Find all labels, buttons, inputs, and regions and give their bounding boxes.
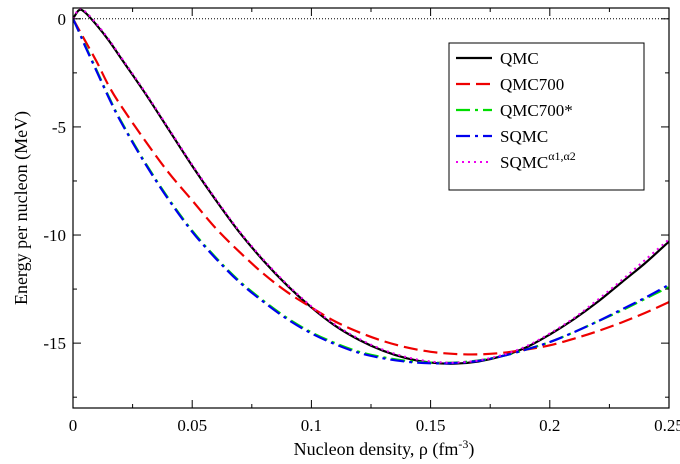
- x-axis-title: Nucleon density, ρ (fm-3): [294, 437, 475, 460]
- x-tick-label: 0.2: [539, 416, 560, 435]
- series-line-1: [73, 8, 669, 365]
- legend-items: QMC QMC700 QMC700* SQMC SQMCα1,α2: [456, 49, 576, 172]
- legend-label-5: SQMCα1,α2: [500, 149, 576, 172]
- series-line-2: [73, 18, 669, 356]
- y-tick-label: 0: [58, 10, 67, 29]
- series-line-4: [73, 18, 669, 365]
- y-tick-label: -15: [43, 334, 66, 353]
- y-tick-label: -10: [43, 226, 66, 245]
- legend-label-1: QMC: [500, 49, 539, 68]
- legend-label-4: SQMC: [500, 127, 548, 146]
- series-layer: [73, 8, 669, 365]
- tick-layer: 0 0.05 0.1 0.15 0.2 0.25 0 -5 -10 -15: [43, 8, 680, 435]
- legend-label-2: QMC700: [500, 75, 564, 94]
- x-tick-label: 0.05: [177, 416, 207, 435]
- x-tick-label: 0.25: [654, 416, 680, 435]
- legend-label-3: QMC700*: [500, 101, 573, 120]
- x-tick-label: 0.15: [416, 416, 446, 435]
- legend: QMC QMC700 QMC700* SQMC SQMCα1,α2: [448, 42, 645, 191]
- x-tick-label: 0.1: [301, 416, 322, 435]
- y-tick-label: -5: [52, 118, 66, 137]
- x-tick-label: 0: [69, 416, 78, 435]
- series-line-5: [73, 8, 669, 364]
- y-axis-title: Energy per nucleon (MeV): [11, 111, 32, 305]
- legend-box: [448, 42, 645, 191]
